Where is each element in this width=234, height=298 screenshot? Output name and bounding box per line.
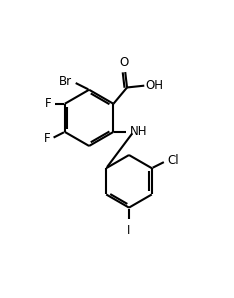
Text: F: F (44, 97, 51, 110)
Text: OH: OH (145, 79, 163, 92)
Text: F: F (44, 132, 50, 145)
Text: O: O (120, 56, 129, 69)
Text: Cl: Cl (167, 154, 179, 167)
Text: I: I (127, 224, 131, 237)
Text: Br: Br (59, 75, 72, 88)
Text: NH: NH (130, 125, 148, 138)
